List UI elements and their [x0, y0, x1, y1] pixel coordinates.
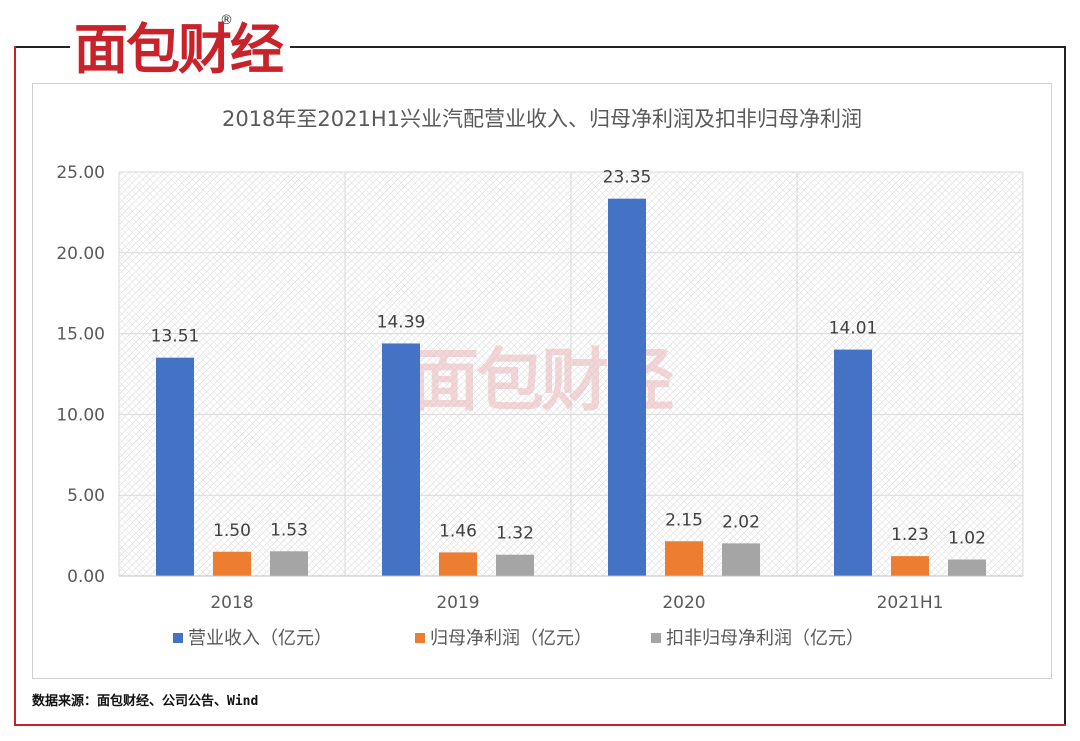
data-label: 1.53: [270, 520, 308, 540]
bar: [496, 554, 534, 576]
bar: [722, 543, 760, 576]
legend-label: 营业收入（亿元）: [188, 628, 332, 649]
source-note: 数据来源：面包财经、公司公告、Wind: [32, 694, 259, 709]
legend-swatch: [651, 633, 661, 643]
data-label: 1.50: [213, 521, 251, 541]
frame-top-line: [14, 46, 1066, 48]
legend-swatch: [173, 633, 183, 643]
brand-logo-text: 面包财经: [74, 18, 284, 78]
bar: [608, 198, 646, 576]
y-tick-label: 0.00: [67, 567, 105, 587]
bar: [665, 541, 703, 576]
data-label: 2.02: [722, 512, 760, 532]
bar-chart: 2018年至2021H1兴业汽配营业收入、归母净利润及扣非归母净利润 面包财经 …: [56, 107, 1024, 649]
legend-swatch: [415, 633, 425, 643]
y-tick-label: 25.00: [56, 163, 105, 183]
data-label: 1.32: [496, 524, 534, 544]
y-tick-label: 15.00: [56, 325, 105, 345]
gridlines: [118, 171, 1024, 577]
frame-left-line: [14, 46, 16, 726]
legend: 营业收入（亿元） 归母净利润（亿元） 扣非归母净利润（亿元）: [173, 628, 864, 649]
x-tick-label: 2021H1: [877, 593, 944, 613]
bars: [156, 198, 986, 576]
x-tick-label: 2020: [662, 593, 705, 613]
brand-registered-mark: ®: [220, 13, 233, 28]
data-label: 1.23: [891, 525, 929, 545]
data-label: 23.35: [603, 168, 652, 188]
data-label: 1.02: [948, 529, 986, 549]
data-label: 14.01: [829, 319, 878, 339]
data-labels: 13.51 1.50 1.53 14.39 1.46 1.32 23.35 2.15 2.02 1…: [151, 168, 986, 549]
x-tick-label: 2019: [436, 593, 479, 613]
bar: [439, 552, 477, 576]
bar: [270, 551, 308, 576]
data-label: 2.15: [665, 510, 703, 530]
brand-logo: 面包财经 ®: [70, 6, 290, 81]
bar: [382, 343, 420, 576]
data-label: 1.46: [439, 521, 477, 541]
data-label: 13.51: [151, 327, 200, 347]
axes: 0.00 5.00 10.00 15.00 20.00 25.00 2018 2019 2020…: [56, 163, 1023, 613]
bar: [213, 551, 251, 576]
bar: [891, 556, 929, 576]
bar: [948, 559, 986, 576]
legend-label: 归母净利润（亿元）: [430, 628, 592, 649]
y-tick-label: 5.00: [67, 486, 105, 506]
y-tick-label: 20.00: [56, 244, 105, 264]
data-label: 14.39: [377, 312, 426, 332]
frame-bottom-line: [14, 724, 1066, 726]
chart-panel: 2018年至2021H1兴业汽配营业收入、归母净利润及扣非归母净利润 面包财经 …: [32, 83, 1052, 679]
legend-label: 扣非归母净利润（亿元）: [666, 628, 864, 649]
chart-title: 2018年至2021H1兴业汽配营业收入、归母净利润及扣非归母净利润: [222, 107, 862, 131]
bar: [834, 349, 872, 576]
bar: [156, 357, 194, 576]
frame-right-line: [1064, 46, 1066, 726]
y-tick-label: 10.00: [56, 405, 105, 425]
x-tick-label: 2018: [210, 593, 253, 613]
